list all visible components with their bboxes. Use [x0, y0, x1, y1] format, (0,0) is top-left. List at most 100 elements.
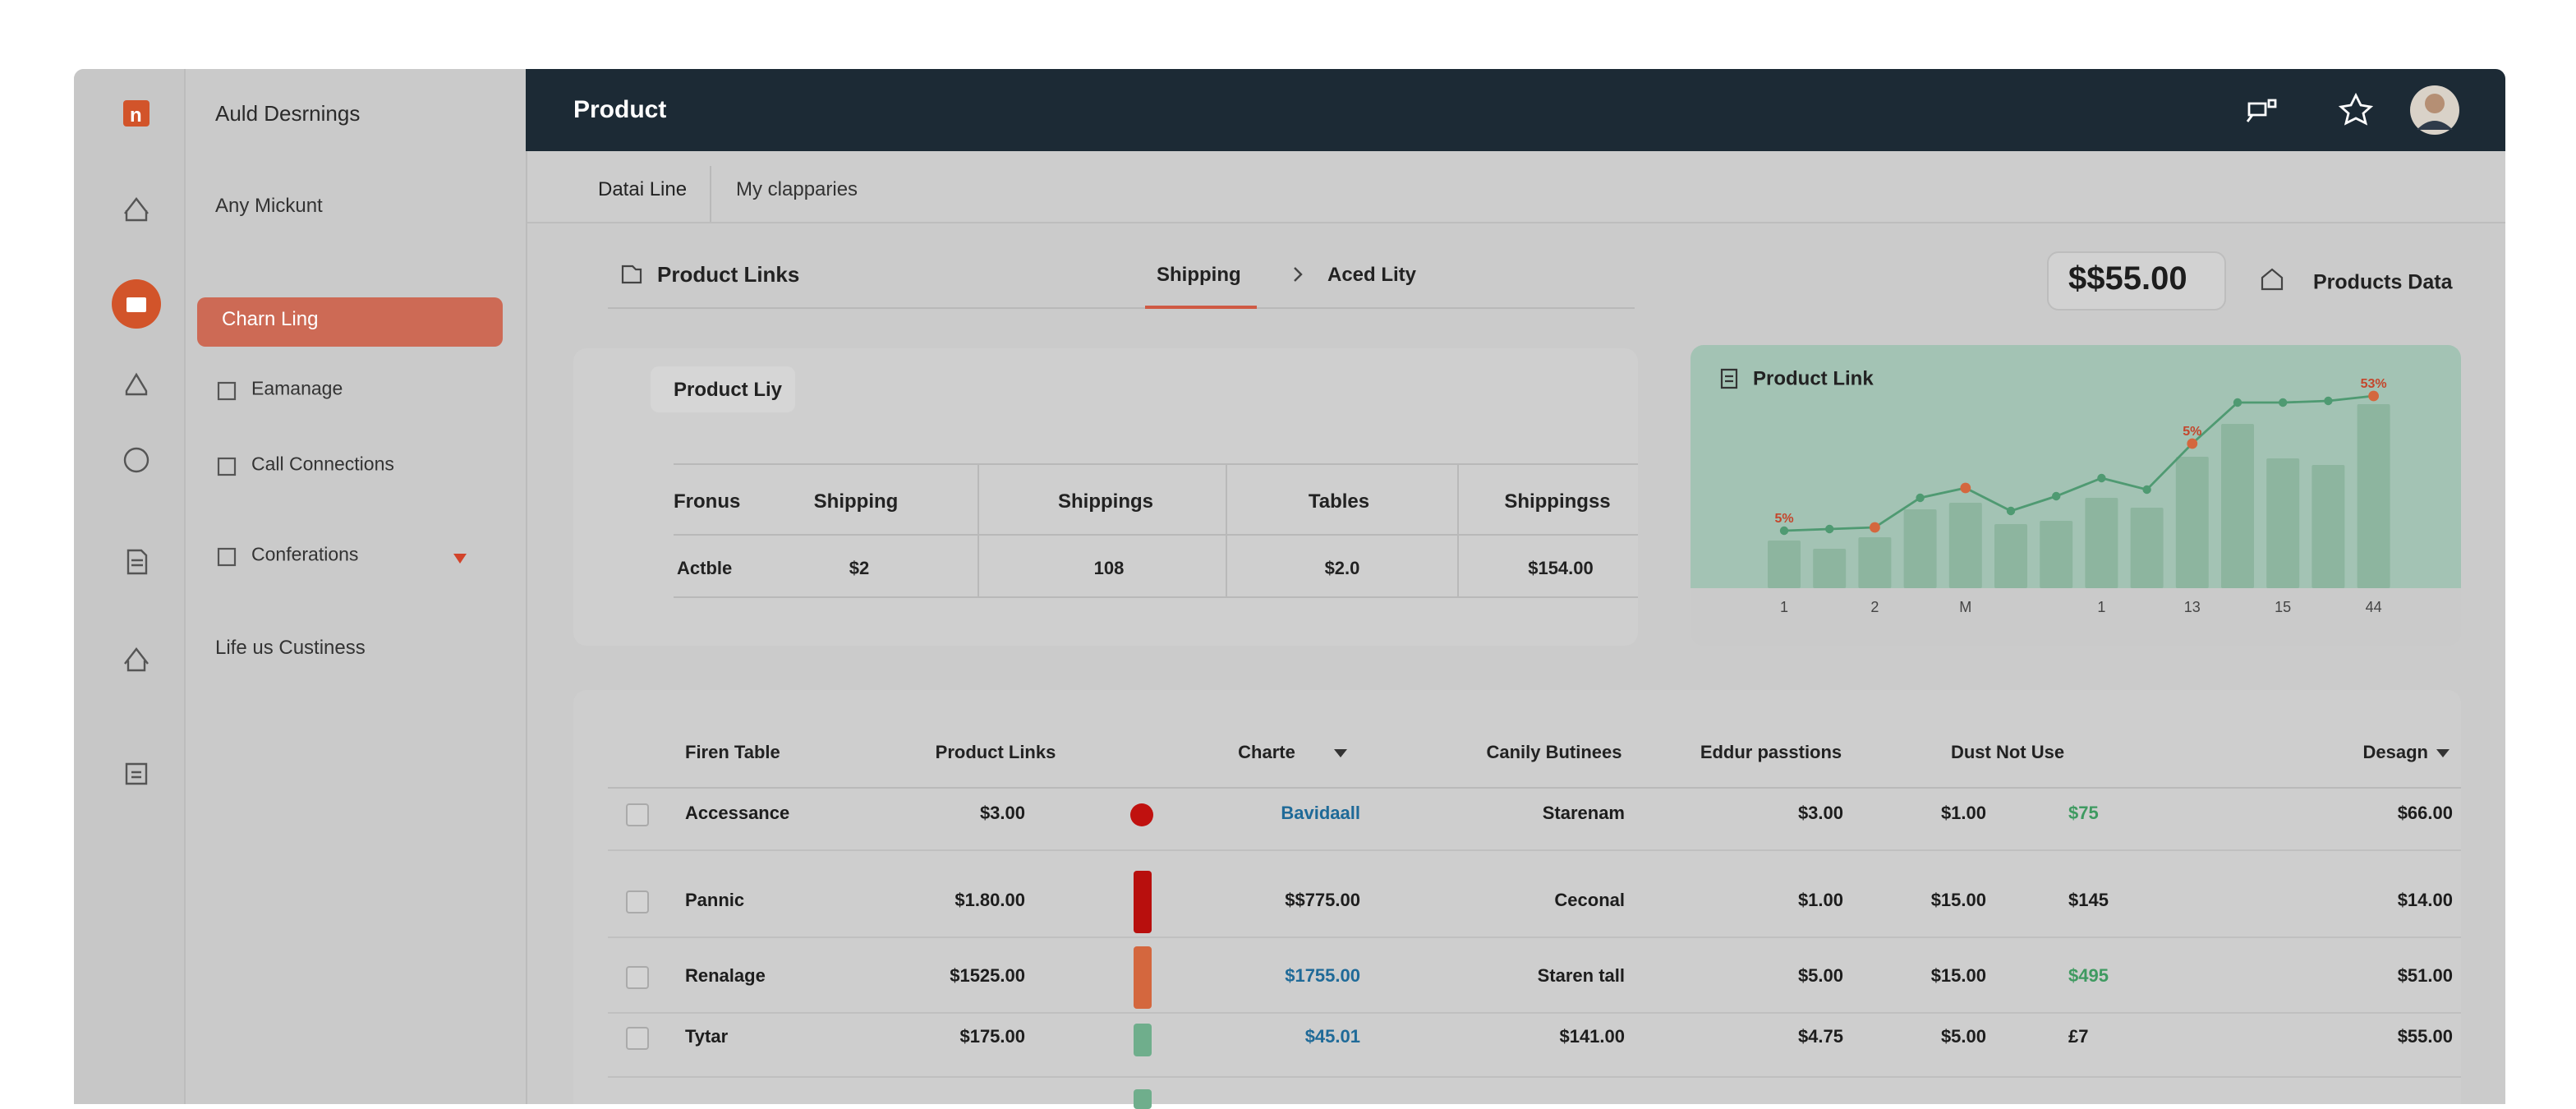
icon-home [2261, 268, 2284, 291]
point [2142, 485, 2151, 495]
header-bar [526, 69, 2505, 151]
logo[interactable]: n [123, 100, 150, 127]
bar [2357, 404, 2390, 588]
price-box [2047, 251, 2226, 311]
point [2233, 398, 2242, 407]
column-header[interactable]: Canily Butinees [1486, 743, 1622, 763]
icon-clock[interactable] [123, 447, 150, 473]
cell: $3.00 [979, 804, 1025, 824]
checkbox [626, 966, 649, 989]
cell: $5.00 [1797, 967, 1843, 987]
nav-title: Auld Desrnings [215, 101, 361, 126]
avatar-body [2417, 121, 2453, 130]
cell: $66.00 [2397, 804, 2453, 824]
cell: $14.00 [2397, 891, 2453, 911]
cell: $495 [2068, 967, 2109, 987]
tab-bar [527, 151, 2505, 223]
annotation: 53% [2361, 377, 2387, 391]
point [2006, 506, 2016, 516]
summary-tag-box [651, 366, 795, 412]
avatar-face [2425, 94, 2445, 113]
column-header[interactable]: Charte [1238, 743, 1295, 763]
point [1870, 522, 1880, 533]
column-header[interactable]: Desagn [2362, 743, 2429, 763]
nav-active[interactable] [197, 297, 503, 347]
chevron [1294, 267, 1303, 282]
icon-chat[interactable] [2246, 99, 2277, 122]
summary-tag: Product Liy [674, 378, 783, 401]
nav-item[interactable]: Life us Custiness [215, 636, 366, 659]
x-tick-label: 1 [2097, 599, 2105, 615]
sort-arrow [2436, 749, 2450, 757]
icon-house[interactable] [125, 372, 148, 396]
cell: Staren tall [1537, 967, 1625, 987]
cell: $154.00 [1528, 559, 1594, 579]
cell: $1.00 [1940, 804, 1986, 824]
point [2368, 390, 2379, 402]
tab[interactable]: My clapparies [736, 177, 858, 200]
nav-item[interactable]: Conferations [251, 545, 359, 566]
bar [2085, 498, 2118, 588]
nav-item[interactable]: Eamanage [251, 380, 343, 400]
nav-item[interactable]: Charn Ling [222, 307, 319, 330]
cell: $3.00 [1797, 804, 1843, 824]
header-line [608, 787, 2461, 789]
bar [1903, 509, 1937, 588]
cell: $1525.00 [950, 967, 1025, 987]
bar [1858, 537, 1892, 588]
column-header[interactable]: Dust Not Use [1950, 743, 2065, 763]
toolbar-tab[interactable]: Shipping [1157, 263, 1241, 286]
products-data[interactable]: Products Data [2313, 270, 2453, 294]
bar [2130, 508, 2164, 588]
nav-item[interactable]: Call Connections [251, 455, 394, 476]
status-bar [1134, 946, 1152, 1009]
x-tick-label: M [1959, 599, 1971, 615]
toolbar-tab[interactable]: Aced Lity [1327, 263, 1417, 286]
tab-underline [1145, 306, 1257, 309]
x-tick-label: 1 [1780, 599, 1788, 615]
column-header: Tables [1308, 490, 1370, 513]
column-header: Fronus [674, 490, 741, 513]
grid-line [978, 463, 979, 596]
checkbox [626, 890, 649, 913]
point [1825, 524, 1834, 534]
column-header[interactable]: Product Links [935, 743, 1056, 763]
cell: $1.00 [1797, 891, 1843, 911]
bar [1768, 541, 1801, 588]
tab[interactable]: Datai Line [598, 177, 688, 200]
icon-star[interactable] [2338, 92, 2374, 126]
point [1960, 482, 1971, 494]
icon [217, 381, 237, 401]
cell: $1755.00 [1285, 967, 1360, 987]
icon-bag [126, 297, 146, 312]
icon-doc[interactable] [126, 549, 148, 575]
row-line [608, 936, 2461, 938]
cell: $45.01 [1304, 1028, 1360, 1047]
cell: £7 [2068, 1028, 2089, 1047]
nav-item[interactable]: Any Mickunt [215, 194, 323, 217]
divider [710, 166, 711, 222]
column-header[interactable]: Firen Table [685, 743, 780, 763]
icon-home2[interactable] [124, 647, 149, 672]
annotation: 5% [2183, 425, 2201, 439]
checkbox [626, 803, 649, 826]
table-panel [573, 690, 2461, 1104]
cell: $1.80.00 [954, 891, 1025, 911]
column-header[interactable]: Eddur passtions [1700, 743, 1842, 763]
grid-line [1226, 463, 1227, 596]
icon-list[interactable] [125, 762, 148, 785]
x-tick-label: 13 [2184, 599, 2201, 615]
chart: Product Link 1 2 M 1 13 15 44 5% 5% 53% [1720, 367, 2390, 615]
header-title: Product [573, 96, 667, 124]
dropdown-arrow[interactable] [453, 554, 467, 564]
icon-home[interactable] [124, 197, 149, 222]
cell: $51.00 [2397, 967, 2453, 987]
toolbar-line [608, 307, 1635, 309]
point [2187, 438, 2198, 449]
bar [2175, 457, 2209, 588]
x-tick-label: 2 [1870, 599, 1879, 615]
sort-arrow [1334, 749, 1347, 757]
